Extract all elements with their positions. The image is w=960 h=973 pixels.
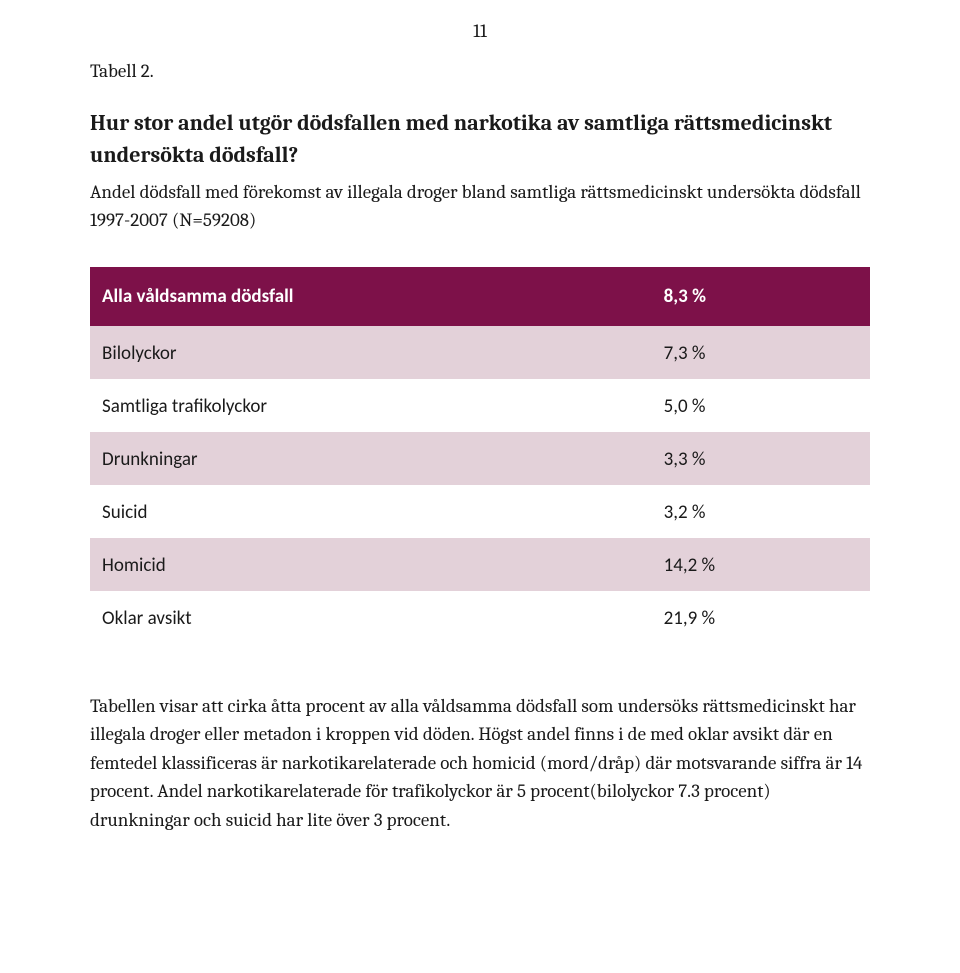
body-paragraph: Tabellen visar att cirka åtta procent av… xyxy=(90,692,870,835)
table-row: Samtliga trafikolyckor 5,0 % xyxy=(90,379,870,432)
table-header-row: Alla våldsamma dödsfall 8,3 % xyxy=(90,267,870,326)
table-cell-label: Bilolyckor xyxy=(90,326,652,379)
table-cell-value: 3,3 % xyxy=(652,432,870,485)
page: 11 Tabell 2. Hur stor andel utgör dödsfa… xyxy=(0,0,960,973)
table-cell-label: Suicid xyxy=(90,485,652,538)
table-cell-label: Oklar avsikt xyxy=(90,591,652,644)
table-label: Tabell 2. xyxy=(90,60,870,82)
table-row: Bilolyckor 7,3 % xyxy=(90,326,870,379)
section-heading: Hur stor andel utgör dödsfallen med nark… xyxy=(90,108,870,172)
data-table: Alla våldsamma dödsfall 8,3 % Bilolyckor… xyxy=(90,267,870,644)
table-header-value: 8,3 % xyxy=(652,267,870,326)
table-row: Oklar avsikt 21,9 % xyxy=(90,591,870,644)
table-cell-label: Homicid xyxy=(90,538,652,591)
table-cell-value: 5,0 % xyxy=(652,379,870,432)
table-header-label: Alla våldsamma dödsfall xyxy=(90,267,652,326)
spacer xyxy=(90,644,870,692)
table-cell-value: 3,2 % xyxy=(652,485,870,538)
table-cell-value: 21,9 % xyxy=(652,591,870,644)
table-cell-label: Drunkningar xyxy=(90,432,652,485)
section-subheading: Andel dödsfall med förekomst av illegala… xyxy=(90,178,870,235)
table-row: Homicid 14,2 % xyxy=(90,538,870,591)
table-cell-value: 14,2 % xyxy=(652,538,870,591)
table-cell-value: 7,3 % xyxy=(652,326,870,379)
table-body: Alla våldsamma dödsfall 8,3 % Bilolyckor… xyxy=(90,267,870,644)
page-number: 11 xyxy=(90,20,870,42)
table-row: Drunkningar 3,3 % xyxy=(90,432,870,485)
table-cell-label: Samtliga trafikolyckor xyxy=(90,379,652,432)
table-row: Suicid 3,2 % xyxy=(90,485,870,538)
